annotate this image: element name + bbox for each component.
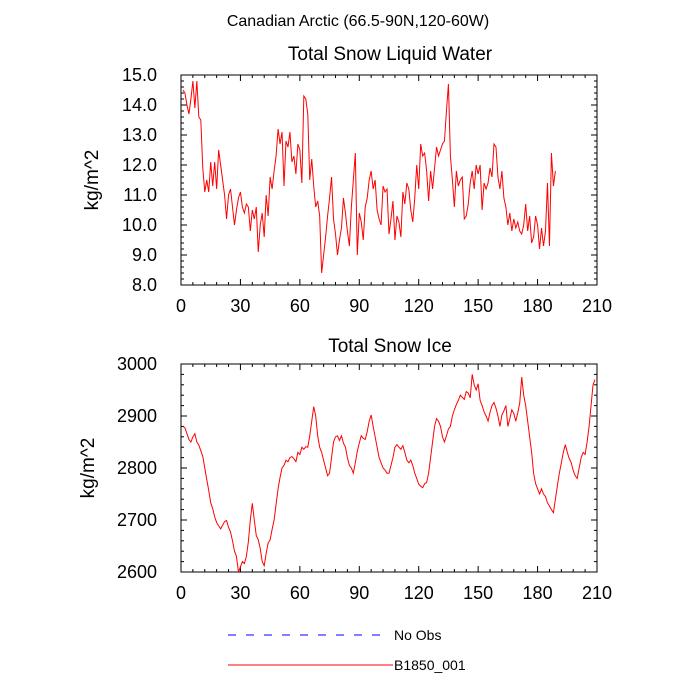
- panel1-x-tick-label: 180: [523, 296, 553, 316]
- panel2-y-tick-label: 2900: [117, 406, 157, 426]
- panel1-plot: 0 30 60 90 120 150 180 210 8.0 9.0 10.0 11.0 12.0 13.…: [122, 65, 612, 316]
- panel1-x-tick-label: 120: [404, 296, 434, 316]
- panel1-x-tick-label: 30: [230, 296, 250, 316]
- legend-label-no-obs: No Obs: [394, 627, 441, 643]
- panel1-ylabel: kg/m^2: [82, 150, 103, 211]
- panel1-y-tick-label: 15.0: [122, 65, 157, 85]
- panel2-x-tick-label: 210: [582, 583, 612, 603]
- legend-label-b1850: B1850_001: [394, 657, 466, 673]
- panel1-title: Total Snow Liquid Water: [288, 44, 493, 65]
- figure-title: Canadian Arctic (66.5-90N,120-60W): [227, 13, 489, 30]
- panel2-frame: [180, 363, 598, 573]
- panel2-y-tick-label: 3000: [117, 354, 157, 374]
- panel2-ylabel: kg/m^2: [78, 438, 99, 499]
- panel2-x-tick-label: 150: [463, 583, 493, 603]
- panel2-series-line-0: [182, 374, 596, 572]
- panel2-x-tick-label: 0: [176, 583, 186, 603]
- panel1-y-tick-label: 12.0: [122, 155, 157, 175]
- panel2-x-tick-label: 120: [404, 583, 434, 603]
- panel2-x-tick-label: 180: [523, 583, 553, 603]
- panel2-y-tick-label: 2800: [117, 458, 157, 478]
- panel1-y-tick-label: 10.0: [122, 215, 157, 235]
- panel2-x-tick-label: 30: [230, 583, 250, 603]
- panel2-title: Total Snow Ice: [328, 336, 452, 357]
- panel1-x-tick-label: 210: [582, 296, 612, 316]
- panel1-series-line-0: [182, 80, 556, 274]
- panel2-x-tick-label: 90: [349, 583, 369, 603]
- panel1-x-tick-label: 60: [290, 296, 310, 316]
- panel1-x-tick-label: 0: [176, 296, 186, 316]
- panel1-frame: [180, 74, 598, 286]
- legend: No Obs B1850_001: [228, 627, 466, 673]
- panel1-y-tick-label: 8.0: [132, 275, 157, 295]
- panel1-y-tick-label: 11.0: [123, 185, 157, 205]
- panel1-y-tick-label: 13.0: [122, 125, 157, 145]
- panel2-plot: 0 30 60 90 120 150 180 210 2600 2700 2800 2900 3000: [117, 354, 612, 603]
- panel2-y-tick-label: 2600: [117, 562, 157, 582]
- panel1-y-tick-label: 14.0: [122, 95, 157, 115]
- panel1-x-tick-label: 150: [463, 296, 493, 316]
- panel1-x-tick-label: 90: [349, 296, 369, 316]
- panel1-y-tick-label: 9.0: [132, 245, 157, 265]
- panel2-x-tick-label: 60: [290, 583, 310, 603]
- panel2-y-tick-label: 2700: [117, 510, 157, 530]
